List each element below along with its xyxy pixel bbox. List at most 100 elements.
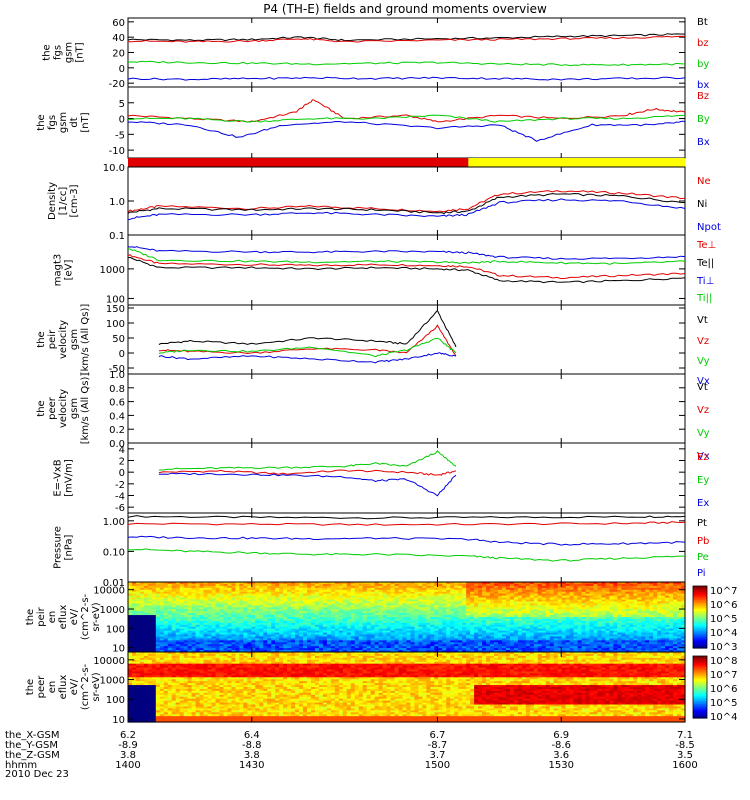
spectrogram-cell [621,626,626,630]
spectrogram-cell [215,599,221,603]
spectrogram-cell [291,582,296,585]
spectrogram-cell [529,593,535,597]
spectrogram-cell [235,585,240,589]
spectrogram-cell [303,601,308,604]
spectrogram-cell [307,617,312,620]
spectrogram-cell [191,620,197,624]
spectrogram-cell [283,591,288,595]
spectrogram-cell [410,613,416,616]
spectrogram-cell [645,582,650,585]
spectrogram-cell [143,613,149,616]
spectrogram-cell [521,615,527,618]
spectrogram-cell [589,591,595,595]
spectrogram-cell [553,597,559,601]
spectrogram-cell [322,601,328,604]
spectrogram-cell [466,640,471,643]
spectrogram-cell [533,617,539,620]
spectrogram-cell [414,642,420,645]
spectrogram-cell [498,585,503,589]
spectrogram-cell [171,597,177,601]
spectrogram-cell [350,628,356,632]
spectrogram-cell [147,587,153,591]
spectrogram-cell [601,642,607,645]
spectrogram-cell [299,636,304,639]
spectrogram-cell [183,644,189,647]
spectrogram-cell [358,611,364,614]
spectrogram-cell [525,611,531,614]
spectrogram-cell [501,632,507,636]
spectrogram-cell [637,638,642,641]
spectrogram-cell [573,603,579,606]
spectrogram-cell [605,613,611,616]
spectrogram-cell [386,622,392,626]
spectrogram-cell [454,607,459,610]
spectrogram-cell [151,593,157,597]
spectrogram-cell [187,624,193,628]
spectrogram-cell [533,595,539,599]
spectrogram-cell [605,648,611,651]
spectrogram-cell [565,583,571,587]
spectrogram-cell [621,607,626,610]
spectrogram-cell [561,585,567,589]
spectrogram-cell [621,632,626,636]
spectrogram-cell [334,617,340,620]
spectrogram-cell [382,615,388,618]
spectrogram-cell [549,591,555,595]
spectrogram-cell [625,646,630,649]
spectrogram-cell [279,624,284,628]
spectrogram-cell [450,638,455,641]
series-line-Npot [127,198,686,221]
spectrogram-cell [239,642,244,645]
spectrogram-cell [569,644,575,647]
spectrogram-cell [247,611,252,614]
spectrogram-cell [314,585,320,589]
spectrogram-cell [350,597,356,601]
spectrogram-cell [318,603,324,606]
spectrogram-cell [295,650,300,653]
spectrogram-cell [139,628,145,632]
spectrogram-cell [505,644,511,647]
spectrogram-cell [195,628,201,632]
spectrogram-cell [422,640,427,643]
spectrogram-cell [263,630,268,634]
spectrogram-cell [645,624,650,628]
spectrogram-cell [362,597,368,601]
spectrogram-cell [565,601,571,604]
spectrogram-cell [267,646,272,649]
spectrogram-cell [474,640,479,643]
spectrogram-cell [386,646,392,649]
spectrogram-cell [633,591,638,595]
spectrogram-cell [434,626,439,630]
spectrogram-cell [378,618,384,622]
spectrogram-cell [406,642,412,645]
spectrogram-cell [346,593,352,597]
spectrogram-cell [641,595,646,599]
spectrogram-cell [330,646,336,649]
spectrogram-cell [147,609,153,612]
spectrogram-cell [318,593,324,597]
spectrogram-cell [155,603,161,606]
spectrogram-cell [275,597,280,601]
spectrogram-cell [637,583,642,587]
spectrogram-cell [633,607,638,610]
spectrogram-cell [179,603,185,606]
spectrogram-cell [295,638,300,641]
spectrogram-cell [629,636,634,639]
spectrogram-cell [195,636,201,639]
spectrogram-cell [171,628,177,632]
spectrogram-cell [287,638,292,641]
spectrogram-cell [275,626,280,630]
spectrogram-cell [422,620,427,624]
spectrogram-cell [263,648,268,651]
spectrogram-cell [490,601,495,604]
spectrogram-cell [486,646,491,649]
spectrogram-cell [394,617,400,620]
spectrogram-cell [446,628,451,632]
spectrogram-cell [406,618,412,622]
spectrogram-cell [295,624,300,628]
legend-entry: Ey [697,475,709,486]
spectrogram-cell [239,593,244,597]
spectrogram-cell [227,611,233,614]
spectrogram-cell [191,591,197,595]
spectrogram-cell [398,622,404,626]
